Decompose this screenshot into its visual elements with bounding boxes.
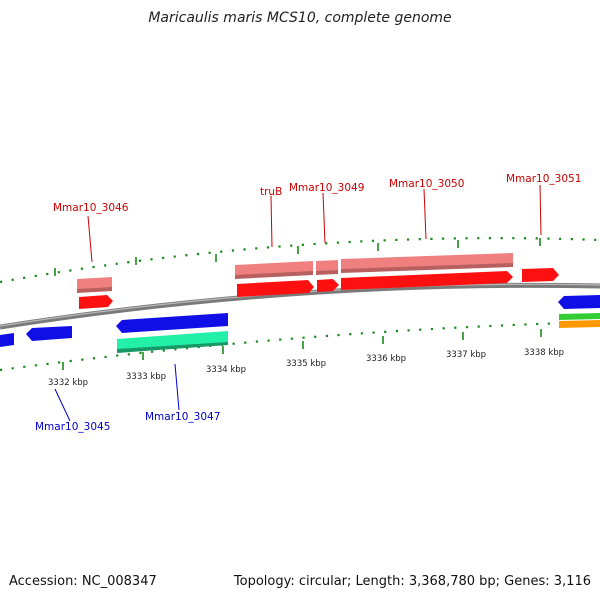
gene-mmar10-3049-cds-shade — [316, 270, 338, 275]
label-mmar10-3049[interactable]: Mmar10_3049 — [289, 182, 364, 194]
label-mmar10-3050[interactable]: Mmar10_3050 — [389, 178, 464, 190]
gene-mmar10-3046-cds-shade — [77, 287, 112, 293]
label-mmar10-3047[interactable]: Mmar10_3047 — [145, 411, 220, 423]
gene-mmar10-3051-arrow[interactable] — [522, 268, 559, 282]
gene-mmar10-3045-arrow[interactable] — [26, 326, 72, 341]
gene-left-partial-arrow[interactable] — [0, 333, 14, 347]
gene-trub-arrow[interactable] — [237, 280, 314, 297]
reverse-features — [0, 295, 600, 353]
tick-label-3334: 3334 kbp — [206, 365, 246, 375]
gene-mmar10-3049-arrow[interactable] — [317, 279, 339, 292]
map-title: Maricaulis maris MCS10, complete genome — [148, 10, 452, 26]
leader-lines — [54, 184, 542, 422]
tick-label-3332: 3332 kbp — [48, 378, 88, 388]
forward-features — [77, 253, 559, 309]
gene-mmar10-3050-cds-shade — [341, 263, 513, 273]
inner-major-ticks — [62, 329, 542, 370]
gene-mmar10-3047-cds-shade — [117, 342, 228, 353]
label-trub[interactable]: truB — [260, 186, 282, 198]
accession-text: Accession: NC_008347 — [9, 574, 157, 589]
tick-label-3338: 3338 kbp — [524, 348, 564, 358]
gene-trub-cds-shade — [235, 271, 313, 279]
tick-label-3335: 3335 kbp — [286, 359, 326, 369]
gene-mmar10-3047-arrow[interactable] — [116, 313, 228, 333]
gene-mmar10-3049-cds[interactable] — [316, 260, 338, 273]
tick-label-3333: 3333 kbp — [126, 372, 166, 382]
gene-mmar10-3047-cds[interactable] — [117, 331, 228, 351]
gene-mmar10-3046-arrow[interactable] — [79, 295, 113, 309]
tick-label-3337: 3337 kbp — [446, 350, 486, 360]
label-mmar10-3045[interactable]: Mmar10_3045 — [35, 421, 110, 433]
label-mmar10-3046[interactable]: Mmar10_3046 — [53, 202, 129, 214]
gene-right-edge-orange[interactable] — [559, 320, 600, 328]
gene-right-edge-arrow[interactable] — [558, 295, 600, 309]
tick-label-3336: 3336 kbp — [366, 354, 406, 364]
gene-right-edge-green[interactable] — [559, 313, 600, 320]
label-mmar10-3051[interactable]: Mmar10_3051 — [506, 173, 581, 185]
genome-summary-text: Topology: circular; Length: 3,368,780 bp… — [233, 574, 591, 589]
gene-mmar10-3050-arrow[interactable] — [341, 271, 513, 290]
outer-major-ticks — [54, 238, 541, 276]
